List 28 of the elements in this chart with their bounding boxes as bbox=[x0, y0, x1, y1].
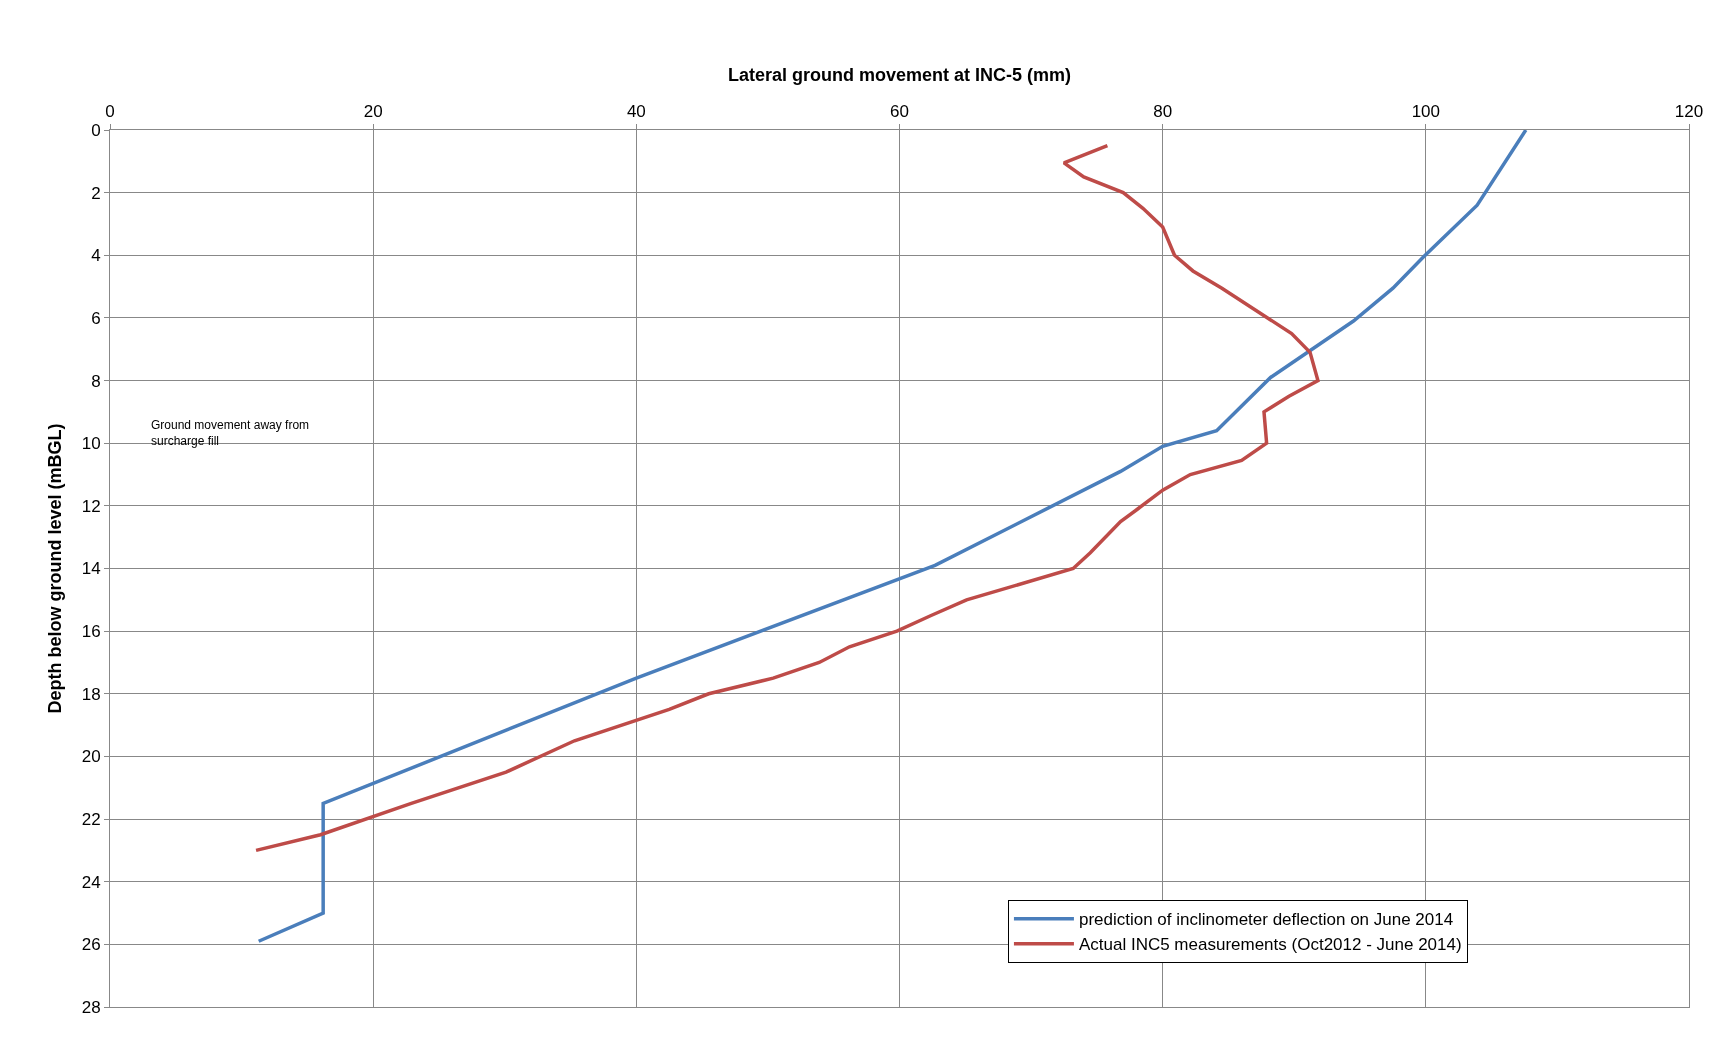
x-tick-label: 40 bbox=[626, 102, 646, 122]
annotation: Ground movement away from surcharge fill bbox=[151, 418, 310, 448]
y-tick-label: 24 bbox=[81, 872, 101, 892]
legend-label: prediction of inclinometer deflection on June 2014 bbox=[1078, 910, 1454, 930]
x-tick-label: 60 bbox=[890, 102, 909, 122]
x-tick-label: 80 bbox=[1153, 102, 1173, 122]
y-tick-label: 26 bbox=[81, 935, 101, 955]
y-tick-label: 16 bbox=[81, 622, 101, 642]
y-tick-label: 20 bbox=[81, 747, 101, 767]
legend-label: Actual INC5 measurements (Oct2012 - June 2014) bbox=[1078, 935, 1462, 955]
x-tick-label: 0 bbox=[105, 102, 115, 122]
x-axis-title: Lateral ground movement at INC-5 (mm) bbox=[727, 65, 1072, 86]
y-tick-label: 10 bbox=[81, 434, 101, 454]
x-tick-label: 120 bbox=[1674, 102, 1704, 122]
y-axis-title: Depth below ground level (mBGL) bbox=[44, 423, 65, 714]
y-tick-label: 22 bbox=[81, 810, 101, 830]
x-tick-label: 100 bbox=[1411, 102, 1441, 122]
y-tick-label: 18 bbox=[81, 684, 101, 704]
y-tick-label: 28 bbox=[81, 997, 101, 1017]
y-tick-label: 8 bbox=[91, 371, 101, 391]
line-series bbox=[254, 143, 1320, 853]
y-tick-label: 2 bbox=[91, 183, 101, 203]
x-tick-label: 20 bbox=[363, 102, 383, 122]
y-tick-label: 0 bbox=[91, 120, 101, 140]
y-tick-label: 14 bbox=[81, 559, 101, 579]
y-tick-label: 12 bbox=[81, 496, 101, 516]
y-tick-label: 4 bbox=[91, 246, 101, 266]
y-tick-label: 6 bbox=[91, 308, 101, 328]
